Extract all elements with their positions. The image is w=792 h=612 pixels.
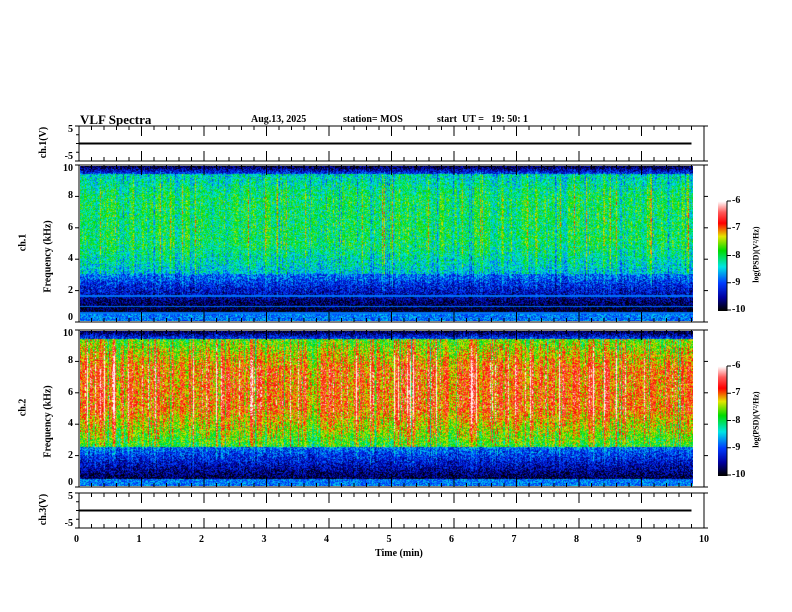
colorbar-tick-label: -10 (732, 469, 746, 480)
colorbar-tick-label: -10 (732, 304, 746, 315)
colorbar-tick-label: -6 (732, 195, 741, 206)
ch2-spectrogram (80, 331, 693, 486)
ch3-v-label: ch.3(V) (38, 493, 50, 526)
colorbar-tick-label: -9 (732, 441, 741, 453)
y-tick-label: 0 (68, 477, 73, 488)
y-tick-label: 8 (68, 355, 73, 367)
colorbar-tick-label: -7 (732, 387, 741, 399)
ch1-colorbar (718, 201, 727, 311)
ch1-colorbar-label: log(PSD)(V²/Hz) (751, 226, 761, 283)
x-tick-label: 2 (199, 534, 204, 545)
y-tick-label: 4 (68, 253, 73, 265)
station-label: station= MOS (343, 114, 403, 125)
y-tick-label: 6 (68, 221, 73, 233)
y-tick-label: -5 (64, 151, 73, 162)
y-tick-label: -5 (64, 518, 73, 529)
x-axis-label: Time (min) (375, 548, 423, 559)
panel-frame (78, 164, 705, 323)
y-tick-label: 2 (68, 449, 73, 461)
x-tick-label: 4 (324, 534, 329, 545)
colorbar-tick-label: -9 (732, 276, 741, 288)
y-tick-label: 10 (63, 328, 73, 339)
ch1-frequency-label: Frequency (kHz) (42, 220, 54, 293)
y-tick-label: 0 (68, 312, 73, 323)
colorbar-tick-label: -8 (732, 249, 741, 261)
x-tick-label: 8 (574, 534, 579, 545)
y-tick-label: 8 (68, 190, 73, 202)
x-tick-label: 9 (636, 534, 642, 545)
y-tick-label: 6 (68, 386, 73, 398)
y-tick-label: 5 (68, 124, 73, 135)
x-tick-label: 6 (449, 534, 454, 545)
ch1-channel-label: ch.1 (17, 233, 29, 252)
y-tick-label: 10 (63, 163, 73, 174)
y-tick-label: 4 (68, 418, 73, 430)
ch2-frequency-label: Frequency (kHz) (42, 385, 54, 458)
y-tick-label: 5 (68, 491, 73, 502)
x-tick-label: 1 (136, 534, 142, 545)
ch1-spectrogram (80, 166, 693, 321)
x-tick-label: 7 (511, 534, 517, 545)
x-tick-label: 0 (74, 534, 79, 545)
x-tick-label: 5 (386, 534, 392, 545)
ch2-colorbar-label: log(PSD)(V²/Hz) (751, 391, 761, 448)
colorbar-tick-label: -6 (732, 360, 741, 371)
colorbar-tick-label: -8 (732, 414, 741, 426)
x-tick-label: 3 (261, 534, 267, 545)
start-time-label: start UT = 19: 50: 1 (437, 114, 529, 125)
ch2-channel-label: ch.2 (17, 398, 29, 417)
date-label: Aug.13, 2025 (251, 114, 307, 125)
figure-title: VLF Spectra (80, 112, 152, 127)
x-tick-label: 10 (699, 534, 709, 545)
ch2-colorbar (718, 366, 727, 476)
y-tick-label: 2 (68, 284, 73, 296)
ch1-v-label: ch.1(V) (38, 126, 50, 159)
colorbar-tick-label: -7 (732, 222, 741, 234)
panel-frame (78, 329, 705, 488)
